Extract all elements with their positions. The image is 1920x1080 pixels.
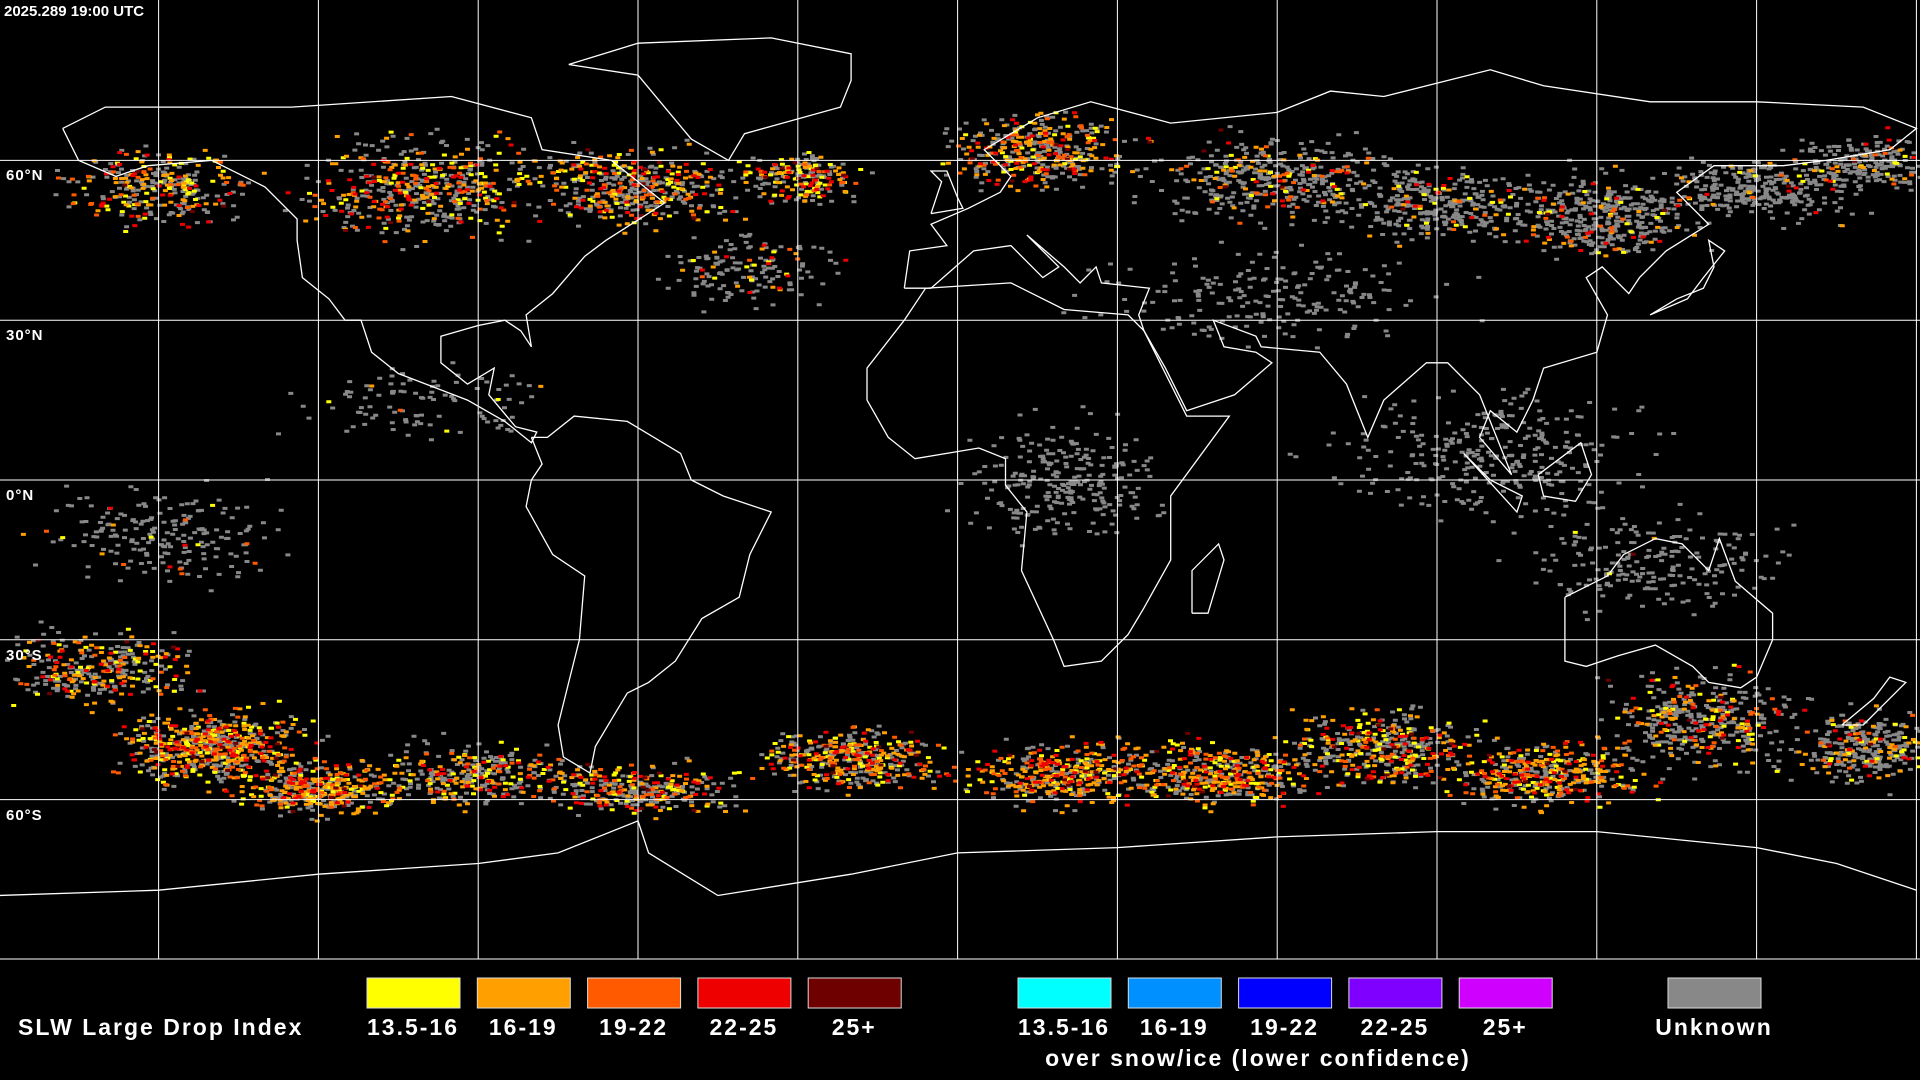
coastline <box>0 820 1917 897</box>
legend-label: 25+ <box>832 1014 877 1040</box>
coastline <box>568 37 852 162</box>
legend-label: 19-22 <box>1250 1014 1319 1040</box>
latitude-label: 0°N <box>6 487 34 504</box>
legend-swatch <box>1458 977 1553 1009</box>
cloud-pixels <box>40 111 1917 813</box>
legend-swatch <box>1667 977 1762 1009</box>
coastline <box>1191 542 1225 614</box>
legend-swatch <box>1348 977 1443 1009</box>
graticule <box>0 0 1920 959</box>
latitude-label: 60°S <box>6 807 43 824</box>
legend-label: 25+ <box>1483 1014 1528 1040</box>
legend-swatch <box>1017 977 1112 1009</box>
legend-note: over snow/ice (lower confidence) <box>1045 1045 1471 1071</box>
legend-label: 22-25 <box>1360 1014 1429 1040</box>
coastline <box>1537 441 1593 503</box>
coastline <box>866 282 1231 668</box>
legend-swatch <box>697 977 792 1009</box>
latitude-label: 60°N <box>6 167 44 184</box>
legend-title: SLW Large Drop Index <box>18 1014 303 1040</box>
coastlines <box>0 37 1918 897</box>
latitude-label: 30°N <box>6 327 44 344</box>
legend-label: 16-19 <box>1140 1014 1209 1040</box>
legend-label: 13.5-16 <box>1018 1014 1110 1040</box>
legend-swatch <box>587 977 682 1009</box>
legend-label: 22-25 <box>709 1014 778 1040</box>
latitude-label: 30°S <box>6 647 43 664</box>
coastline <box>1649 238 1726 316</box>
legend-swatch <box>476 977 571 1009</box>
legend-label: 13.5-16 <box>367 1014 459 1040</box>
coastline <box>1841 676 1908 726</box>
coastline <box>62 95 666 444</box>
coastline <box>903 69 1918 476</box>
legend-swatch <box>1127 977 1222 1009</box>
legend-swatch <box>1238 977 1333 1009</box>
legend-label: 19-22 <box>599 1014 668 1040</box>
timestamp: 2025.289 19:00 UTC <box>4 3 144 20</box>
cloud-layer <box>5 110 1920 823</box>
legend-swatch <box>366 977 461 1009</box>
coastline <box>1463 452 1524 514</box>
coastline <box>525 415 773 775</box>
legend-swatch <box>807 977 902 1009</box>
legend: 13.5-16 16-19 19-22 22-25 25+ 13.5-16 16-19 19-… <box>366 977 1773 1040</box>
legend-label: Unknown <box>1655 1014 1773 1040</box>
coastline <box>929 170 964 215</box>
legend-label: 16-19 <box>489 1014 558 1040</box>
